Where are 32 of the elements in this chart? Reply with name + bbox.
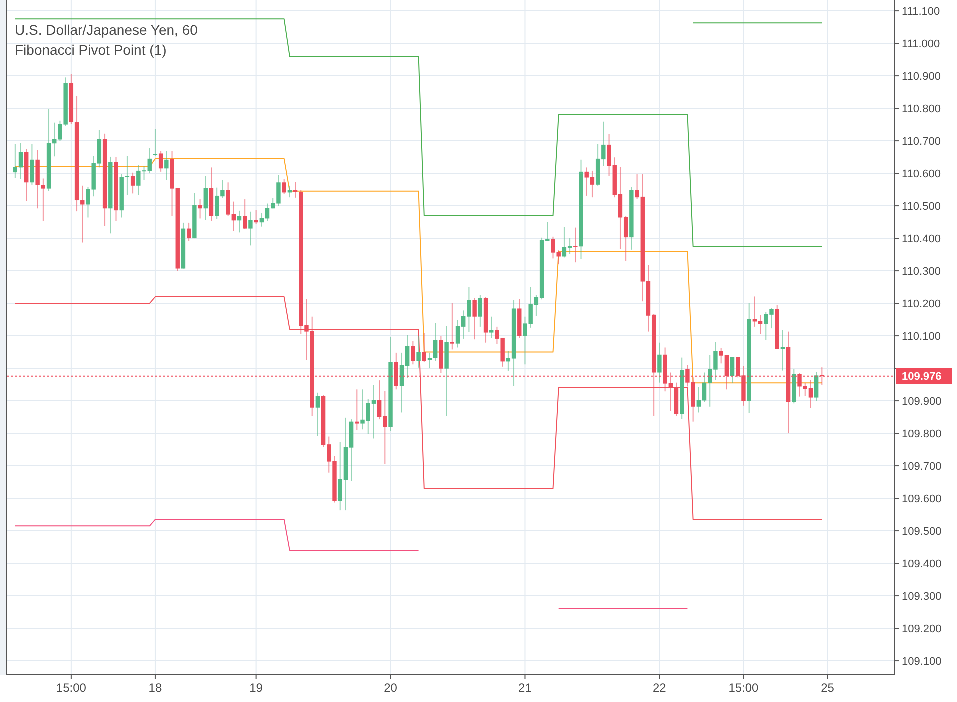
y-tick-label: 109.600: [902, 493, 942, 506]
x-tick-label: 18: [148, 681, 162, 695]
y-tick-label: 110.300: [902, 266, 941, 278]
ref-line-label: 109.976: [902, 371, 942, 384]
x-tick-label: 22: [653, 681, 667, 695]
x-tick-label: 25: [821, 681, 835, 695]
text: U.S. Dollar/Japanese Yen, 60: [15, 22, 198, 38]
y-tick-label: 109.500: [902, 526, 942, 538]
y-tick-label: 110.400: [902, 233, 941, 246]
y-tick-label: 109.300: [902, 590, 942, 603]
y-tick-label: 110.900: [902, 70, 941, 83]
x-tick-label: 21: [518, 681, 532, 695]
x-tick-label: 15:00: [728, 681, 760, 695]
y-tick-label: 109.400: [902, 558, 942, 570]
text: Fibonacci Pivot Point (1): [15, 42, 167, 58]
y-tick-label: 110.600: [902, 168, 941, 180]
y-tick-label: 110.500: [902, 200, 941, 213]
line-series: [14, 18, 823, 248]
y-tick-label: 110.700: [902, 136, 941, 148]
y-tick-label: 109.900: [902, 396, 942, 408]
y-tick-label: 111.000: [902, 38, 940, 50]
x-tick-label: 20: [384, 681, 398, 695]
x-tick-label: 15:00: [56, 681, 87, 695]
y-tick-label: 109.700: [902, 460, 942, 473]
y-tick-label: 109.800: [902, 428, 942, 440]
y-tick-label: 111.100: [902, 6, 940, 18]
y-tick-label: 109.100: [902, 656, 942, 668]
y-tick-label: 110.800: [902, 103, 941, 116]
y-tick-label: 110.100: [902, 330, 941, 343]
x-tick-label: 19: [250, 681, 264, 695]
y-tick-label: 109.200: [902, 623, 942, 636]
y-tick-label: 110.200: [902, 298, 941, 310]
